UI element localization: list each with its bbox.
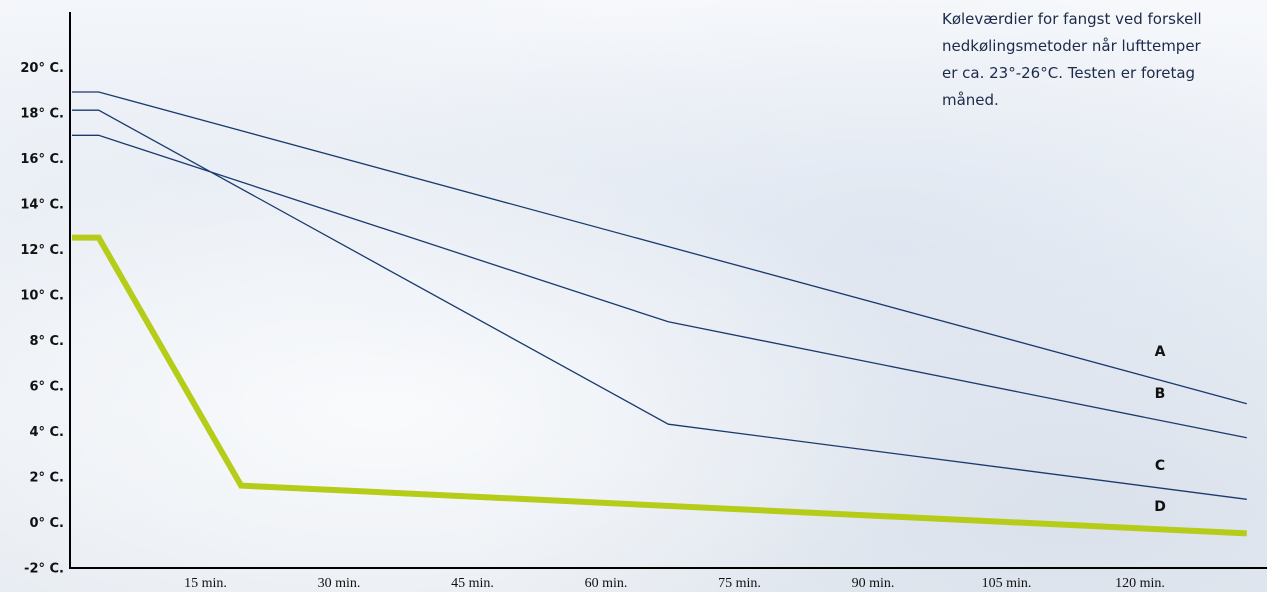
caption-line: Køleværdier for fangst ved forskell: [942, 10, 1202, 28]
x-tick-label: 105 min.: [982, 576, 1032, 591]
y-tick-label: 20° C.: [20, 61, 64, 76]
x-tick-label: 15 min.: [184, 576, 227, 591]
series-label-a: A: [1155, 344, 1166, 360]
caption-line: er ca. 23°-26°C. Testen er foretag: [942, 64, 1196, 82]
x-tick-label: 60 min.: [585, 576, 628, 591]
series-label-b: B: [1155, 386, 1166, 402]
chart-caption: Køleværdier for fangst ved forskell nedk…: [942, 6, 1267, 114]
y-tick-label: 2° C.: [29, 471, 64, 486]
y-tick-label: 16° C.: [20, 152, 64, 167]
series-label-d: D: [1154, 499, 1166, 515]
y-tick-label: -2° C.: [24, 562, 64, 577]
y-tick-label: 6° C.: [29, 380, 64, 395]
x-tick-label: 90 min.: [852, 576, 895, 591]
series-line-d: [72, 234, 1247, 537]
y-tick-label: 12° C.: [20, 243, 64, 258]
series-label-c: C: [1155, 458, 1165, 474]
y-tick-label: 14° C.: [20, 198, 64, 213]
x-tick-label: 30 min.: [318, 576, 361, 591]
caption-line: nedkølingsmetoder når lufttemper: [942, 37, 1201, 55]
y-tick-label: 18° C.: [20, 107, 64, 122]
y-tick-label: 0° C.: [29, 516, 64, 531]
series-line-b: [72, 134, 1247, 439]
caption-line: måned.: [942, 91, 999, 109]
y-tick-label: 8° C.: [29, 334, 64, 349]
y-tick-label: 10° C.: [20, 289, 64, 304]
y-tick-label: 4° C.: [29, 425, 64, 440]
series-line-a: [72, 91, 1247, 405]
series-line-c: [72, 109, 1247, 500]
x-tick-label: 120 min.: [1115, 576, 1165, 591]
x-tick-label: 75 min.: [718, 576, 761, 591]
x-tick-label: 45 min.: [451, 576, 494, 591]
